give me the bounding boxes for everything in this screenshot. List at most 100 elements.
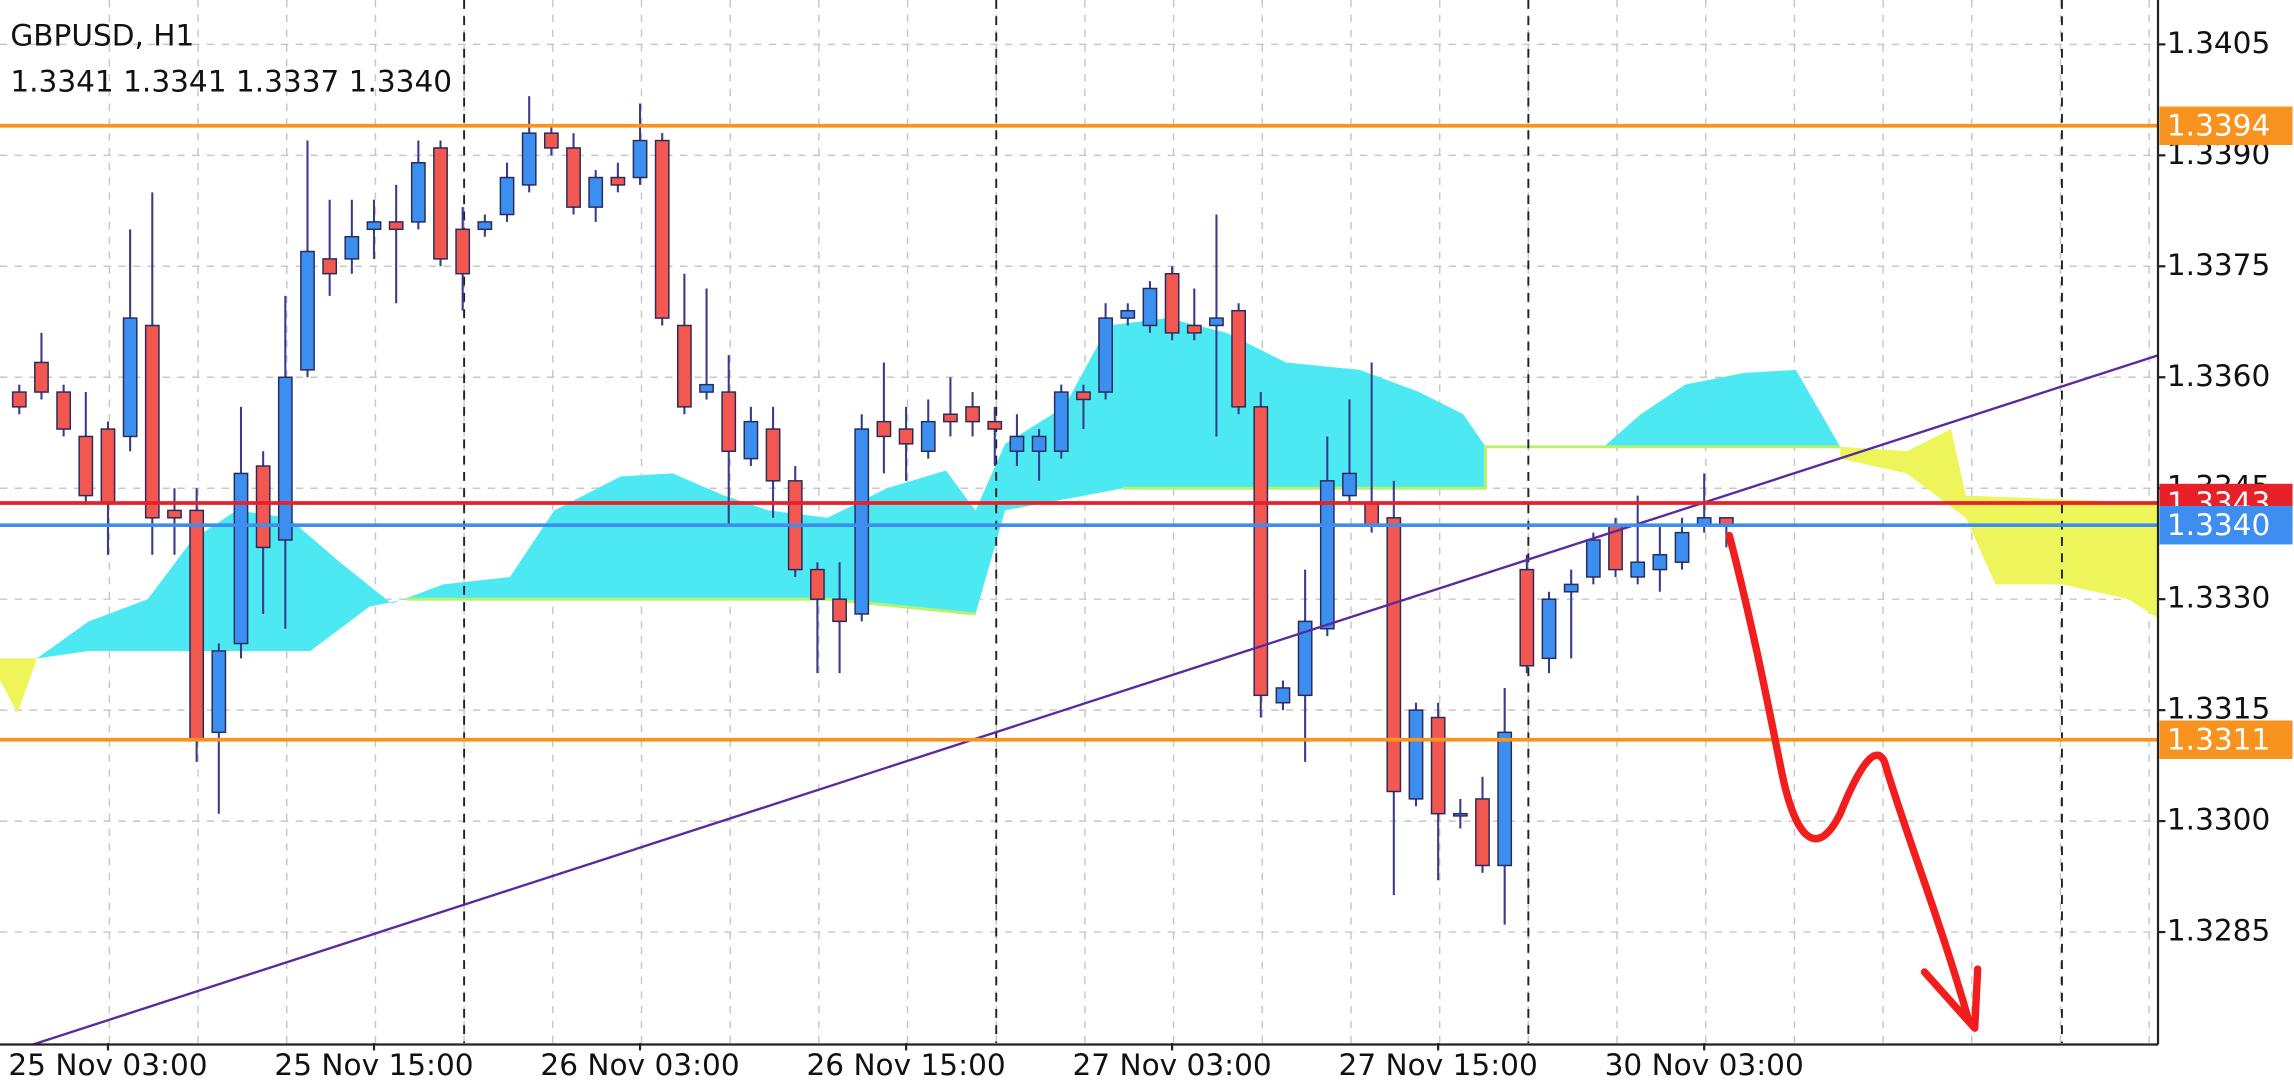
axis-background [0, 1044, 2294, 1080]
candle-body [854, 428, 870, 615]
candle-body [322, 258, 338, 275]
cloud-bull [1603, 369, 1841, 447]
candle-body [78, 435, 94, 497]
candle-body [987, 420, 1003, 430]
candle-body [965, 406, 980, 423]
candle-body [1475, 798, 1490, 867]
candle-body [1563, 583, 1579, 593]
candle-body [1342, 472, 1357, 497]
x-tick-label: 25 Nov 03:00 [8, 1048, 207, 1080]
candle-body [477, 221, 493, 231]
cloud-edge [1123, 445, 1841, 490]
candle-body [1541, 598, 1557, 660]
y-tick-label: 1.3405 [2167, 26, 2270, 60]
x-tick-label: 25 Nov 15:00 [274, 1048, 473, 1080]
y-tick-label: 1.3330 [2167, 581, 2270, 615]
candle-body [1297, 620, 1313, 697]
candle-body [1186, 324, 1202, 334]
x-tick-label: 30 Nov 03:00 [1605, 1048, 1804, 1080]
candle-body [100, 428, 116, 504]
candle-body [1275, 687, 1291, 704]
candle-body [699, 383, 714, 393]
x-tick-label: 26 Nov 03:00 [540, 1048, 739, 1080]
y-tick-label: 1.3360 [2167, 359, 2270, 393]
candle-body [810, 568, 825, 600]
ohlc-readout: 1.3341 1.3341 1.3337 1.3340 [10, 64, 452, 98]
trend-line [14, 353, 2160, 1052]
candle-body [56, 391, 72, 430]
price-level-tag [2159, 505, 2293, 545]
chart-title: GBPUSD, H1 [10, 18, 194, 52]
candle-body [1120, 309, 1136, 319]
candle-body [455, 228, 471, 275]
candle-body [1319, 480, 1335, 630]
axis-layer: 1.34051.33901.33751.33601.33451.33301.33… [8, 26, 2293, 1080]
candle-body [743, 420, 759, 460]
candle-body [898, 428, 914, 445]
x-tick-label: 26 Nov 15:00 [806, 1048, 1005, 1080]
x-tick-label: 27 Nov 15:00 [1339, 1048, 1538, 1080]
price-level-label: 1.3394 [2167, 109, 2270, 143]
candle-body [654, 139, 670, 319]
price-level-label: 1.3340 [2167, 508, 2270, 542]
candle-body [255, 465, 271, 549]
candle-body [610, 176, 626, 186]
candle-body [1209, 317, 1224, 327]
y-tick-label: 1.3285 [2167, 914, 2270, 948]
candle-body [1098, 317, 1114, 393]
candle-body [433, 147, 448, 260]
candle-body [721, 391, 737, 452]
candle-body [521, 132, 537, 186]
candle-body [1408, 709, 1424, 800]
y-tick-label: 1.3315 [2167, 692, 2270, 726]
candle-body [1430, 716, 1446, 815]
candle-body [1031, 435, 1047, 452]
hand-drawn-arrow [1725, 531, 1982, 1032]
candle-body [34, 361, 49, 393]
candle-body [588, 176, 604, 208]
candle-body [366, 221, 382, 231]
candle-body [277, 376, 293, 541]
candle-body [1519, 568, 1535, 667]
candle-body [1497, 731, 1513, 867]
candle-body [1674, 531, 1690, 563]
candle-body [410, 162, 426, 223]
candle-body [11, 391, 27, 408]
y-tick-label: 1.3300 [2167, 803, 2270, 837]
price-level-label: 1.3311 [2167, 723, 2270, 757]
candle-body [1164, 272, 1180, 334]
candle-body [167, 509, 182, 519]
candle-body [1452, 812, 1468, 817]
candle-body [388, 221, 404, 231]
candle-body [1009, 435, 1025, 452]
candle-body [832, 598, 847, 623]
candle-body [1076, 391, 1091, 401]
candle-body [233, 472, 249, 645]
candle-body [499, 176, 515, 216]
candle-body [122, 317, 138, 438]
candle-body [876, 420, 892, 438]
candle-body [344, 235, 360, 260]
candle-body [920, 420, 936, 452]
candle-body [1053, 391, 1069, 452]
price-level-tag [2159, 720, 2293, 759]
candle-body [1364, 502, 1380, 526]
candle-body [765, 428, 781, 482]
period-separators [463, 0, 2063, 1044]
price-level-tag [2159, 106, 2293, 145]
candle-body [1253, 406, 1269, 697]
x-tick-label: 27 Nov 03:00 [1073, 1048, 1272, 1080]
candle-body [566, 147, 581, 208]
candle-body [300, 250, 315, 371]
candle-body [1585, 539, 1601, 578]
data-layer [0, 96, 2160, 1052]
candle-body [144, 324, 160, 519]
candle-body [543, 132, 559, 149]
cloud-bull [36, 318, 1486, 659]
candle-body [676, 324, 692, 408]
candle-body [211, 650, 227, 734]
candle-body [1231, 309, 1247, 408]
